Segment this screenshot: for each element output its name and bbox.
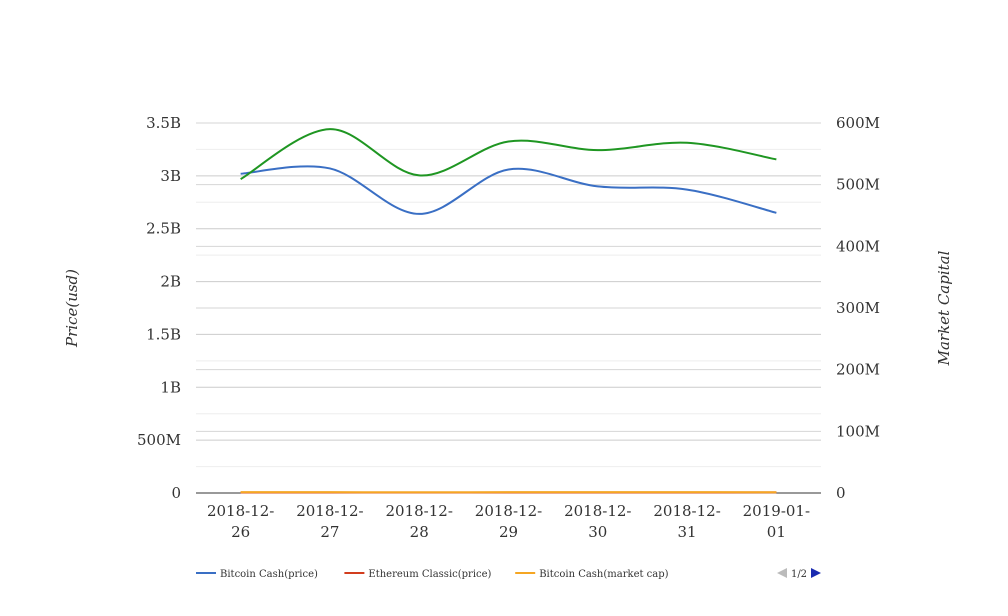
y2-tick-label: 200M	[836, 361, 880, 379]
legend-label: Bitcoin Cash(price)	[220, 569, 318, 580]
series-line-bitcoin-cash-price	[240, 165, 777, 215]
y-tick-label: 1B	[160, 378, 181, 396]
y-axis-title: Price(usd)	[63, 269, 81, 348]
y2-tick-label: 600M	[836, 114, 880, 132]
x-tick-label: 2018-12-30	[564, 502, 631, 541]
x-tick-label: 2018-12-27	[296, 502, 363, 541]
x-tick-label: 2018-12-29	[475, 502, 542, 541]
legend-page-indicator: 1/2	[791, 569, 807, 580]
y2-tick-label: 300M	[836, 299, 880, 317]
legend-label: Ethereum Classic(price)	[368, 569, 491, 580]
y-tick-label: 2B	[160, 273, 181, 291]
y2-axis-title: Market Capital	[935, 250, 953, 366]
x-tick-label: 2018-12-26	[207, 502, 274, 541]
legend-pager: 1/2	[777, 568, 821, 580]
legend-label: Bitcoin Cash(market cap)	[539, 569, 668, 580]
legend-item-ethereum-classic-price[interactable]: Ethereum Classic(price)	[344, 569, 492, 580]
legend-item-bitcoin-cash-market-cap[interactable]: Bitcoin Cash(market cap)	[515, 569, 669, 580]
legend-next-icon[interactable]	[811, 568, 821, 578]
y2-tick-label: 100M	[836, 422, 880, 440]
y-tick-label: 3B	[160, 167, 181, 185]
legend-prev-icon[interactable]	[777, 568, 787, 578]
y-tick-label: 1.5B	[146, 325, 181, 343]
axes: 0 500M 1B 1.5B 2B 2.5B 3B 3.5B 0 100M 200M 300M 400M…	[137, 114, 880, 541]
x-tick-label: 2018-12-28	[386, 502, 453, 541]
gridlines	[196, 122, 821, 468]
y-tick-label: 3.5B	[146, 114, 181, 132]
y-tick-label: 0	[171, 484, 181, 502]
series-line-series-4	[240, 128, 777, 180]
legend: Bitcoin Cash(price) Ethereum Classic(pric…	[196, 569, 669, 580]
legend-item-bitcoin-cash-price[interactable]: Bitcoin Cash(price)	[196, 569, 318, 580]
y2-tick-label: 500M	[836, 176, 880, 194]
y-tick-label: 2.5B	[146, 220, 181, 238]
x-tick-label: 2019-01-01	[743, 502, 810, 541]
y-tick-label: 500M	[137, 431, 181, 449]
x-tick-label: 2018-12-31	[653, 502, 720, 541]
series-lines	[240, 128, 777, 494]
y2-tick-label: 0	[836, 484, 846, 502]
y2-tick-label: 400M	[836, 237, 880, 255]
